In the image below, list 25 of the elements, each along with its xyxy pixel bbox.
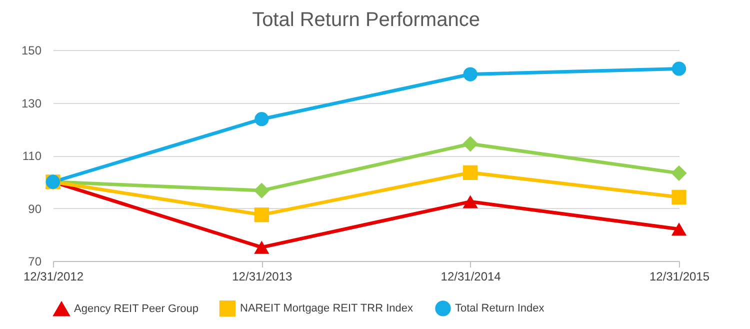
- y-tick-label: 130: [21, 96, 42, 110]
- y-tick-label: 110: [22, 149, 42, 163]
- point: [462, 195, 478, 208]
- legend-label: NAREIT Mortgage REIT TRR Index: [240, 302, 414, 315]
- x-tick-label: 12/31/2014: [440, 270, 502, 284]
- point: [254, 240, 270, 254]
- point: [672, 190, 686, 205]
- point: [462, 136, 478, 152]
- x-tick-label: 12/31/2012: [23, 270, 84, 284]
- chart-title: Total Return Performance: [252, 9, 480, 31]
- point: [254, 182, 270, 198]
- point: [672, 62, 686, 76]
- y-tick-label: 90: [28, 202, 42, 216]
- point: [254, 208, 269, 222]
- y-tick-label: 70: [28, 254, 42, 268]
- point: [254, 112, 269, 126]
- point: [671, 222, 687, 236]
- point: [671, 165, 687, 181]
- legend-label: Total Return Index: [455, 302, 545, 314]
- x-tick-label: 12/31/2015: [649, 270, 710, 284]
- point: [463, 67, 478, 82]
- x-tick-label: 12/31/2013: [232, 270, 293, 284]
- point: [463, 165, 478, 180]
- y-tick-label: 150: [21, 44, 42, 58]
- legend-label: Agency REIT Peer Group: [74, 302, 199, 315]
